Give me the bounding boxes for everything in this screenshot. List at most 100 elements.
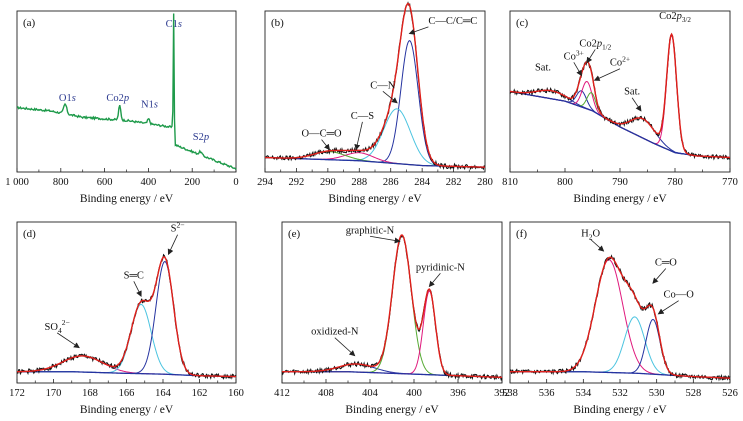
annotation-3: Co—O bbox=[663, 290, 694, 301]
annotation-1: S2− bbox=[171, 221, 185, 235]
annotation-arrow bbox=[590, 239, 605, 252]
annotation-arrow bbox=[631, 97, 642, 112]
x-tick-label: 1 000 bbox=[5, 177, 29, 188]
panel-label: (c) bbox=[516, 17, 529, 29]
annotation-arrow bbox=[428, 273, 441, 288]
annotation-arrow bbox=[321, 139, 331, 151]
raw-spectrum-line bbox=[509, 254, 731, 382]
x-axis-label: Binding energy / eV bbox=[80, 193, 174, 205]
component-peak-4 bbox=[264, 151, 486, 168]
annotation-1: C1s bbox=[166, 19, 182, 30]
plot-frame bbox=[509, 221, 731, 384]
x-axis-label: Binding energy / eV bbox=[328, 193, 422, 205]
annotation-2: O1s bbox=[59, 93, 76, 104]
annotation-6: Sat. bbox=[624, 87, 640, 98]
panel-b: 294 292 290 288 286 284 282 280 Binding energy /… bbox=[257, 1, 493, 205]
x-tick-label: 166 bbox=[119, 388, 135, 399]
component-peak-2 bbox=[282, 234, 503, 378]
x-tick-label: 536 bbox=[539, 388, 555, 399]
annotation-2: C—N bbox=[370, 80, 396, 91]
panel-label: (a) bbox=[23, 17, 36, 29]
x-tick-label: 600 bbox=[97, 177, 113, 188]
x-tick-label: 400 bbox=[406, 388, 422, 399]
component-peak-2 bbox=[510, 316, 731, 379]
x-tick-label: 172 bbox=[9, 388, 25, 399]
x-axis-label: Binding energy / eV bbox=[345, 404, 439, 416]
annotation-4: O—C═O bbox=[302, 129, 343, 140]
annotation-arrow bbox=[657, 300, 679, 315]
x-tick-label: 800 bbox=[557, 177, 573, 188]
panel-f: 538 536 534 532 530 528 526 Binding energy / eV… bbox=[502, 221, 738, 416]
x-axis-label: Binding energy / eV bbox=[573, 193, 667, 205]
x-tick-label: 404 bbox=[362, 388, 379, 399]
plot-frame bbox=[281, 221, 503, 384]
x-tick-label: 532 bbox=[612, 388, 628, 399]
annotation-3: oxidized-N bbox=[311, 327, 359, 338]
raw-spectrum-line bbox=[281, 234, 503, 382]
fitted-envelope-line bbox=[282, 234, 503, 379]
x-tick-label: 0 bbox=[233, 177, 238, 188]
panel-label: (f) bbox=[516, 228, 527, 240]
raw-spectrum-line bbox=[509, 33, 731, 161]
annotation-2: Co2p1/2 bbox=[579, 38, 611, 51]
panel-a: 1 000 800 600 400 200 0 Binding energy / eV (a)… bbox=[5, 10, 239, 205]
annotation-arrow bbox=[167, 234, 178, 256]
raw-spectrum-line bbox=[264, 1, 486, 171]
annotation-4: N1s bbox=[141, 100, 158, 111]
annotation-arrow bbox=[408, 26, 429, 35]
x-tick-label: 200 bbox=[184, 177, 200, 188]
fitted-envelope-line bbox=[509, 32, 731, 159]
component-peak-3 bbox=[510, 318, 731, 379]
x-tick-label: 160 bbox=[228, 388, 244, 399]
annotation-arrow bbox=[56, 332, 80, 349]
fitted-envelope-line bbox=[510, 256, 731, 379]
x-tick-label: 282 bbox=[446, 177, 462, 188]
annotation-arrow bbox=[369, 235, 401, 244]
annotation-2: pyridinic-N bbox=[416, 262, 465, 273]
x-tick-label: 810 bbox=[502, 177, 518, 188]
x-tick-label: 288 bbox=[351, 177, 367, 188]
plot-frame bbox=[16, 10, 237, 173]
x-tick-label: 162 bbox=[192, 388, 208, 399]
annotation-3: Co2p bbox=[106, 93, 129, 104]
panel-d: 172 170 168 166 164 162 160 Binding energy / eV… bbox=[9, 221, 244, 416]
component-peak-6 bbox=[509, 34, 731, 159]
panel-c: 810 800 790 780 770 Binding energy / eV (c) Co2… bbox=[502, 10, 738, 205]
x-tick-label: 528 bbox=[685, 388, 701, 399]
x-tick-label: 164 bbox=[155, 388, 172, 399]
x-tick-label: 396 bbox=[450, 388, 466, 399]
annotation-arrow bbox=[593, 68, 621, 81]
x-tick-label: 534 bbox=[575, 388, 592, 399]
annotation-arrow bbox=[334, 337, 356, 357]
annotation-arrow bbox=[382, 90, 398, 104]
x-tick-label: 280 bbox=[477, 177, 493, 188]
annotation-2: S═C bbox=[124, 270, 144, 281]
annotation-3: C—S bbox=[351, 111, 375, 122]
x-axis-label: Binding energy / eV bbox=[80, 404, 174, 416]
component-peak-3 bbox=[264, 152, 486, 168]
x-tick-label: 408 bbox=[318, 388, 334, 399]
panel-label: (b) bbox=[271, 17, 284, 29]
annotation-1: graphitic-N bbox=[346, 225, 395, 236]
panel-e: 412 408 404 400 396 392 Binding energy / eV (e)… bbox=[274, 221, 510, 416]
plot-frame bbox=[16, 221, 237, 384]
annotation-arrow bbox=[652, 268, 667, 284]
annotation-1: H2O bbox=[581, 228, 600, 241]
x-tick-label: 530 bbox=[649, 388, 665, 399]
x-tick-label: 284 bbox=[414, 177, 431, 188]
component-peak-2 bbox=[17, 303, 237, 378]
component-peak-1 bbox=[510, 259, 731, 379]
annotation-arrow bbox=[573, 62, 583, 77]
annotation-3: Co3+ bbox=[564, 48, 584, 62]
x-tick-label: 286 bbox=[383, 177, 399, 188]
x-axis-label: Binding energy / eV bbox=[573, 404, 667, 416]
x-tick-label: 800 bbox=[53, 177, 69, 188]
annotation-5: S2p bbox=[193, 132, 209, 143]
annotation-arrow bbox=[354, 121, 363, 151]
plot-frame bbox=[509, 10, 731, 173]
x-tick-label: 294 bbox=[257, 177, 274, 188]
annotation-1: C—C/C═C bbox=[428, 16, 477, 27]
fitted-envelope-line bbox=[264, 2, 486, 168]
x-tick-label: 292 bbox=[289, 177, 305, 188]
